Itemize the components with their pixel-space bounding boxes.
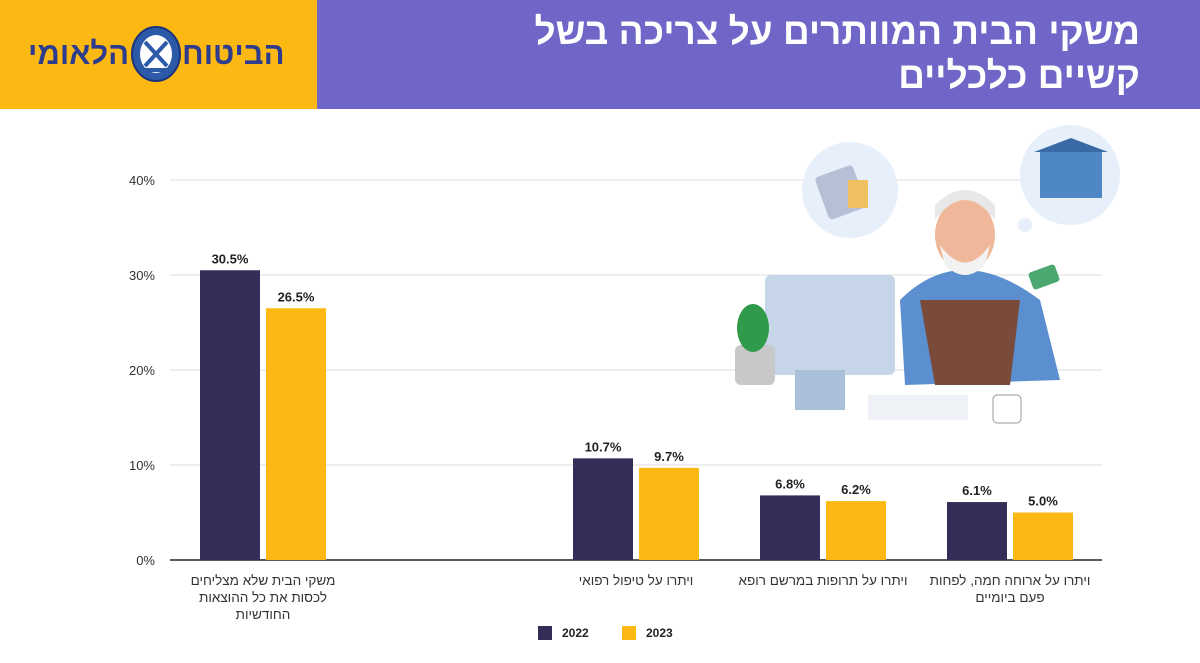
logo: הביטוח הלאומי bbox=[0, 0, 317, 109]
category-label: ויתרו על תרופות במרשם רופא bbox=[738, 573, 908, 588]
y-tick-label: 0% bbox=[136, 553, 155, 568]
bar-2022 bbox=[573, 458, 633, 560]
logo-text-right: הביטוח bbox=[182, 36, 285, 71]
data-label: 9.7% bbox=[654, 449, 684, 464]
data-label: 26.5% bbox=[278, 289, 315, 304]
y-tick-label: 20% bbox=[129, 363, 155, 378]
data-label: 30.5% bbox=[212, 251, 249, 266]
data-label: 6.2% bbox=[841, 482, 871, 497]
category-label: ויתרו על טיפול רפואי bbox=[578, 573, 694, 588]
bar-2023 bbox=[1013, 512, 1073, 560]
data-label: 10.7% bbox=[585, 439, 622, 454]
y-tick-label: 30% bbox=[129, 268, 155, 283]
illustration-man-at-computer bbox=[735, 125, 1120, 424]
legend-swatch bbox=[538, 626, 552, 640]
bar-2023 bbox=[266, 308, 326, 560]
y-tick-label: 10% bbox=[129, 458, 155, 473]
category-label: ויתרו על ארוחה חמה, לפחות פעם ביומיים bbox=[929, 573, 1091, 605]
category-label: משקי הבית שלא מצליחים לכסות את כל ההוצאו… bbox=[190, 573, 336, 622]
header-bar: משקי הבית המוותרים על צריכה בשל קשיים כל… bbox=[317, 0, 1200, 109]
data-label: 5.0% bbox=[1028, 494, 1058, 509]
legend-label: 2023 bbox=[646, 626, 673, 640]
y-tick-label: 40% bbox=[129, 173, 155, 188]
logo-text-left: הלאומי bbox=[28, 36, 130, 71]
bar-2022 bbox=[760, 495, 820, 560]
bar-2022 bbox=[947, 502, 1007, 560]
logo-emblem-icon bbox=[131, 26, 181, 82]
legend-item-2023: 2023 bbox=[622, 626, 673, 640]
legend-item-2022: 2022 bbox=[538, 626, 589, 640]
bar-2023 bbox=[639, 467, 699, 560]
data-label: 6.8% bbox=[775, 476, 805, 491]
page-title: משקי הבית המוותרים על צריכה בשל קשיים כל… bbox=[534, 11, 1140, 96]
bar-2023 bbox=[826, 501, 886, 560]
legend-swatch bbox=[622, 626, 636, 640]
legend-label: 2022 bbox=[562, 626, 589, 640]
bar-2022 bbox=[200, 270, 260, 560]
data-label: 6.1% bbox=[962, 483, 992, 498]
